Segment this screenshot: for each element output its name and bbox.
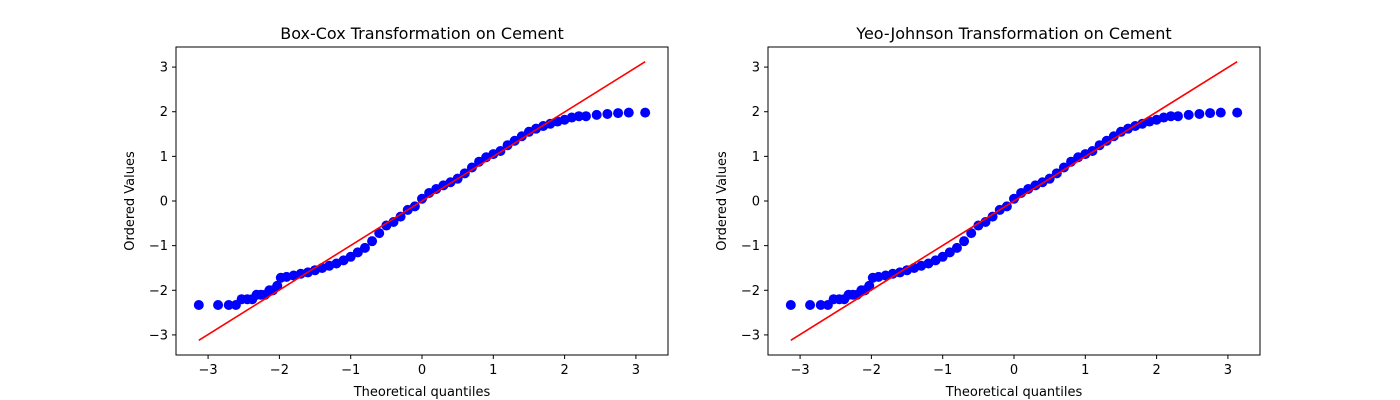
- data-point: [1183, 109, 1194, 120]
- data-point: [516, 131, 527, 142]
- y-tick-label: −3: [741, 328, 760, 343]
- data-point: [959, 236, 970, 247]
- x-tick-label: 1: [489, 363, 497, 378]
- data-point: [1009, 193, 1019, 204]
- data-point: [272, 280, 283, 291]
- y-tick-label: −2: [741, 284, 760, 299]
- y-tick-label: 1: [160, 150, 168, 165]
- x-tick-label: −2: [270, 363, 289, 378]
- chart-panel-yeo-johnson: Yeo-Johnson Transformation on Cement −3 −2…: [715, 24, 1261, 400]
- data-point: [223, 300, 234, 311]
- data-point: [417, 193, 427, 204]
- x-tick-label: −1: [933, 363, 952, 378]
- y-tick-label: 1: [752, 150, 760, 165]
- data-point: [1232, 107, 1243, 118]
- y-tick-label: 2: [752, 105, 760, 120]
- data-point: [864, 280, 875, 291]
- x-tick-label: 2: [560, 363, 568, 378]
- data-point: [1101, 135, 1112, 146]
- x-tick-label: −2: [862, 363, 881, 378]
- chart-title: Yeo-Johnson Transformation on Cement: [855, 24, 1171, 43]
- x-tick-label: 3: [1224, 363, 1232, 378]
- data-point: [937, 251, 948, 262]
- data-point: [1094, 140, 1105, 151]
- y-tick-label: 3: [160, 61, 168, 76]
- data-point: [509, 135, 520, 146]
- y-tick-label: −2: [149, 284, 168, 299]
- data-point: [1215, 107, 1226, 118]
- data-point: [966, 228, 977, 239]
- data-point: [395, 211, 406, 222]
- data-point: [591, 109, 602, 120]
- x-axis-label: Theoretical quantiles: [353, 385, 491, 400]
- data-point: [352, 247, 363, 258]
- data-point: [1058, 162, 1069, 173]
- data-point: [951, 242, 962, 253]
- data-point: [815, 300, 826, 311]
- data-point: [345, 251, 356, 262]
- y-tick-label: −1: [741, 239, 760, 254]
- data-point: [367, 236, 378, 247]
- data-point: [805, 300, 816, 311]
- x-tick-label: 0: [418, 363, 426, 378]
- data-point: [602, 108, 613, 119]
- y-axis-label: Ordered Values: [715, 151, 730, 251]
- data-point: [1165, 111, 1176, 122]
- data-point: [1205, 108, 1216, 119]
- reference-line: [198, 61, 646, 341]
- data-point: [193, 300, 204, 311]
- data-point: [374, 228, 385, 239]
- chart-title: Box-Cox Transformation on Cement: [280, 24, 564, 43]
- data-point: [1108, 131, 1119, 142]
- data-point: [785, 300, 796, 311]
- data-point: [213, 300, 224, 311]
- y-tick-label: 0: [752, 195, 760, 210]
- y-tick-label: 3: [752, 61, 760, 76]
- y-tick-label: −1: [149, 239, 168, 254]
- x-tick-label: 2: [1152, 363, 1160, 378]
- x-tick-label: −3: [199, 363, 218, 378]
- reference-line: [790, 61, 1238, 341]
- x-tick-label: −3: [791, 363, 810, 378]
- y-axis-label: Ordered Values: [123, 151, 138, 251]
- data-point: [623, 107, 634, 118]
- data-point: [1173, 111, 1183, 122]
- data-point: [466, 162, 477, 173]
- x-tick-label: 3: [632, 363, 640, 378]
- x-tick-label: −1: [341, 363, 360, 378]
- data-point: [581, 111, 591, 122]
- data-point: [1194, 108, 1205, 119]
- data-point: [944, 247, 955, 258]
- x-tick-label: 0: [1010, 363, 1018, 378]
- chart-panel-box-cox: Box-Cox Transformation on Cement −3 −2 −1 0 1…: [123, 24, 669, 400]
- y-tick-label: 2: [160, 105, 168, 120]
- data-point: [502, 140, 513, 151]
- data-point: [573, 111, 584, 122]
- x-tick-label: 1: [1081, 363, 1089, 378]
- x-axis-label: Theoretical quantiles: [945, 385, 1083, 400]
- data-point: [987, 211, 998, 222]
- data-point: [613, 108, 624, 119]
- y-tick-label: 0: [160, 195, 168, 210]
- data-point: [359, 242, 370, 253]
- y-tick-label: −3: [149, 328, 168, 343]
- data-point: [640, 107, 651, 118]
